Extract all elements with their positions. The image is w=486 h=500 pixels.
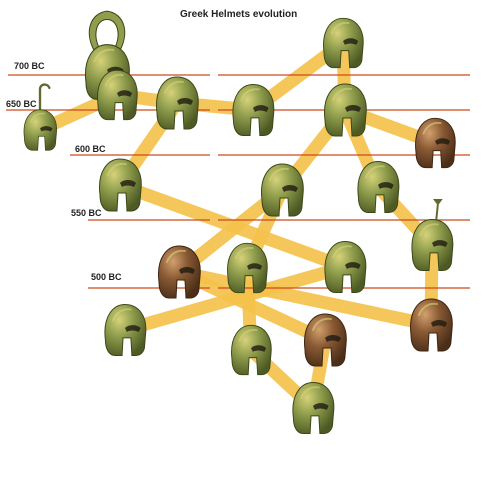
helmet-dome-icon xyxy=(357,161,400,213)
date-label-550bc: 550 BC xyxy=(71,208,102,218)
helmet-highlight-icon xyxy=(269,167,289,181)
eye-slit-icon xyxy=(179,267,195,274)
helmet-dome-icon xyxy=(415,117,456,169)
helmet-corinthian-dark xyxy=(415,117,456,169)
diagram-title: Greek Helmets evolution xyxy=(180,9,298,20)
helmet-thracian-right xyxy=(231,324,272,376)
eye-slit-icon xyxy=(117,90,133,97)
helmet-highlight-icon xyxy=(164,80,184,94)
eye-slit-icon xyxy=(177,98,193,105)
helmet-highlight-icon xyxy=(238,328,258,342)
eye-slit-icon xyxy=(432,240,448,247)
eye-slit-icon xyxy=(40,126,53,132)
helmet-highlight-icon xyxy=(166,249,186,263)
eye-slit-icon xyxy=(345,262,361,269)
helmet-highlight-icon xyxy=(419,223,439,237)
helmet-early-corinthian xyxy=(97,69,138,121)
helmet-figures xyxy=(23,10,456,434)
helmet-highlight-icon xyxy=(234,246,254,260)
helmet-corinthian-right xyxy=(357,161,400,213)
date-label-700bc: 700 BC xyxy=(14,61,45,71)
helmet-corinthian-archaic xyxy=(324,83,367,137)
helmet-corinthian-curved xyxy=(99,158,142,212)
helmet-corinthian-late xyxy=(410,298,453,352)
eye-slit-icon xyxy=(435,138,451,145)
helmet-corinthian-decorated xyxy=(304,313,347,367)
helmet-highlight-icon xyxy=(107,162,127,176)
helmet-dome-icon xyxy=(261,163,304,217)
eye-slit-icon xyxy=(378,182,394,189)
helmet-highlight-icon xyxy=(365,165,385,179)
helmet-dome-icon xyxy=(99,158,142,212)
helmet-highlight-icon xyxy=(93,48,115,63)
helmet-corinthian-mid xyxy=(261,163,304,217)
eye-slit-icon xyxy=(120,180,136,187)
helmet-corinthian-tall xyxy=(323,17,364,69)
helmet-highlight-icon xyxy=(312,317,332,331)
helmet-chalcidian-crested xyxy=(411,198,454,271)
helmet-highlight-icon xyxy=(104,73,124,87)
eye-slit-icon xyxy=(345,105,361,112)
helmet-highlight-icon xyxy=(29,112,46,123)
branch-corinthian-bronze-to-corinthian-decorated xyxy=(172,265,332,347)
helmet-kegelhelm-with-hook-crest xyxy=(23,83,57,151)
helmet-dome-icon xyxy=(97,69,138,121)
eye-slit-icon xyxy=(251,345,267,352)
helmet-highlight-icon xyxy=(332,245,352,259)
helmet-highlight-icon xyxy=(418,302,438,316)
eye-slit-icon xyxy=(253,105,269,112)
helmet-highlight-icon xyxy=(112,308,132,322)
helmet-corinthian-round xyxy=(156,76,199,130)
helmet-highlight-icon xyxy=(240,88,260,102)
helmet-highlight-icon xyxy=(300,386,320,400)
eye-slit-icon xyxy=(313,403,329,410)
helmet-attic-bottom xyxy=(292,382,335,434)
helmet-highlight-icon xyxy=(330,21,350,35)
helmet-dome-icon xyxy=(292,382,335,434)
helmet-dome-icon xyxy=(232,84,275,136)
helmet-dome-icon xyxy=(158,245,201,299)
helmet-dome-icon xyxy=(156,76,199,130)
helmet-dome-icon xyxy=(324,241,367,293)
eye-slit-icon xyxy=(125,325,141,332)
helmet-chalcidian-lower xyxy=(324,241,367,293)
eye-slit-icon xyxy=(431,320,447,327)
eye-slit-icon xyxy=(282,185,298,192)
eye-slit-icon xyxy=(325,335,341,342)
helmet-dome-icon xyxy=(231,324,272,376)
helmet-illyrian-open xyxy=(104,304,147,356)
branch-corinthian-bronze-to-corinthian-late xyxy=(172,265,438,332)
helmet-illyrian-left xyxy=(232,84,275,136)
helmet-chalcidian-left xyxy=(227,242,268,294)
eye-slit-icon xyxy=(247,263,263,270)
hook-crest-icon xyxy=(38,83,51,115)
helmet-corinthian-bronze xyxy=(158,245,201,299)
date-label-500bc: 500 BC xyxy=(91,272,122,282)
helmet-dome-icon xyxy=(410,298,453,352)
eye-slit-icon xyxy=(343,38,359,45)
helmet-dome-icon xyxy=(324,83,367,137)
helmet-dome-icon xyxy=(23,109,57,151)
date-label-650bc: 650 BC xyxy=(6,99,37,109)
helmet-dome-icon xyxy=(104,304,147,356)
date-label-600bc: 600 BC xyxy=(75,144,106,154)
helmet-highlight-icon xyxy=(332,87,352,101)
helmet-highlight-icon xyxy=(422,121,442,135)
